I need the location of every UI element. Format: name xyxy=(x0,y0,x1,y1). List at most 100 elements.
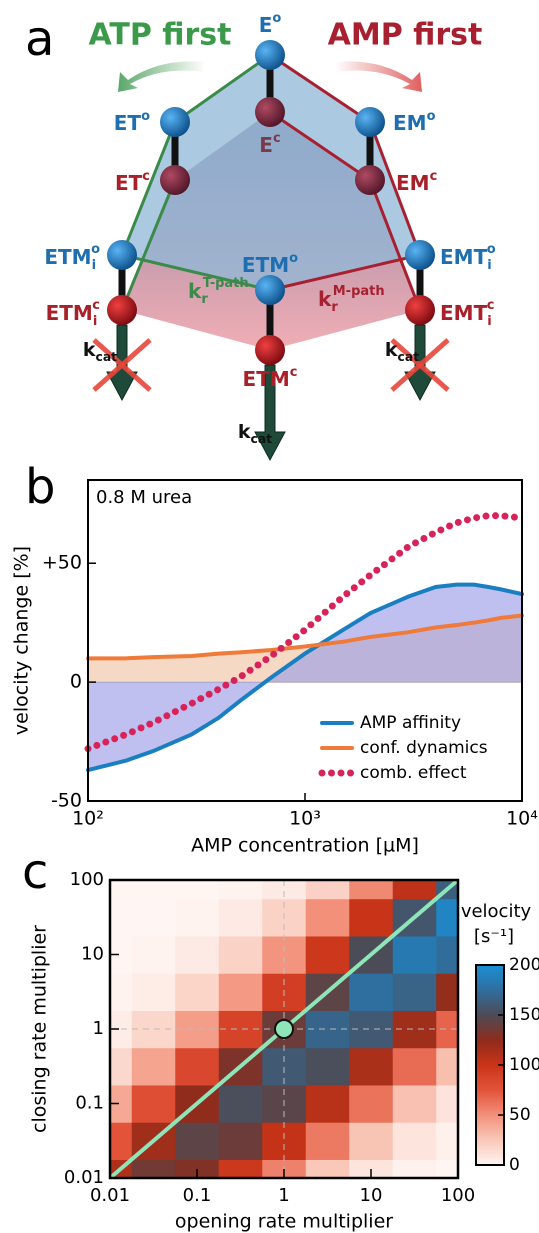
heat-cell xyxy=(175,1047,220,1086)
heat-cell xyxy=(218,1122,263,1160)
heat-cell xyxy=(305,1047,350,1086)
heat-cell xyxy=(305,1084,350,1123)
x-tick-label: 10⁴ xyxy=(506,808,538,830)
label-sup: o xyxy=(289,251,298,266)
state-node xyxy=(255,97,285,127)
label: ETMic xyxy=(46,298,100,329)
heat-cell xyxy=(218,973,263,1011)
y-tick-label: +50 xyxy=(42,552,82,574)
label-sup: c xyxy=(290,365,298,380)
kcat-arrow xyxy=(254,364,286,462)
heat-cell xyxy=(175,1122,220,1160)
label: ETMio xyxy=(44,242,100,273)
path-edge xyxy=(368,179,422,311)
y-tick-label: 100 xyxy=(70,869,104,890)
series-line xyxy=(84,512,526,753)
heading: AMP first xyxy=(328,18,483,53)
label: Ec xyxy=(259,131,280,157)
legend-label: conf. dynamics xyxy=(360,738,488,758)
label-base: EM xyxy=(393,111,427,135)
y-tick-label: 0.1 xyxy=(75,1093,104,1114)
label-base: EM xyxy=(396,171,430,195)
panel-label: a xyxy=(25,11,54,67)
heat-cell xyxy=(436,1122,458,1160)
heat-cell xyxy=(218,1084,263,1123)
panel-label: b xyxy=(25,459,55,515)
label-sup: o xyxy=(272,11,281,26)
label-sub: r xyxy=(201,292,208,307)
label-base: ETM xyxy=(243,367,290,391)
heat-cell xyxy=(349,973,394,1011)
heat-cell xyxy=(305,1122,350,1160)
label: kcat xyxy=(238,421,272,446)
label-sup: M-path xyxy=(333,284,385,299)
arrow xyxy=(335,61,422,92)
colorbar-tick-label: 200 xyxy=(509,955,539,975)
heat-cell xyxy=(349,898,394,937)
heat-cell xyxy=(392,1084,437,1123)
label-sup: o xyxy=(487,242,496,257)
x-tick-label: 1 xyxy=(278,1185,289,1206)
heat-cell xyxy=(392,1047,437,1086)
label: Eo xyxy=(259,11,282,37)
heat-cell xyxy=(218,1159,263,1178)
label-sub: r xyxy=(331,300,338,315)
path-edge xyxy=(121,253,271,292)
colorbar-tick-label: 100 xyxy=(509,1055,539,1075)
label: EMc xyxy=(396,169,437,195)
x-tick-label: 0.1 xyxy=(183,1185,212,1206)
label-base: ETM xyxy=(44,245,91,269)
label-sub: cat xyxy=(251,432,273,446)
heat-cell xyxy=(131,1084,176,1123)
heat-cell xyxy=(175,880,220,900)
heat-cell xyxy=(436,1084,458,1123)
heat-cell xyxy=(131,880,176,900)
path-edge xyxy=(269,53,371,124)
colorbar xyxy=(475,964,505,1166)
colorbar-tick-label: 0 xyxy=(509,1155,520,1175)
heat-cell xyxy=(110,898,133,937)
label-base: k xyxy=(318,287,332,311)
state-node xyxy=(160,107,190,137)
heat-cell xyxy=(262,1122,307,1160)
label: krM-path xyxy=(318,284,385,315)
label-base: k xyxy=(238,421,251,443)
label-sup: o xyxy=(91,242,100,257)
heat-cell xyxy=(392,1122,437,1160)
label-base: ET xyxy=(114,111,142,135)
heat-cell xyxy=(110,973,133,1011)
surface xyxy=(122,55,420,290)
heat-cell xyxy=(131,935,176,974)
label-sub: i xyxy=(487,258,491,273)
colorbar-tick-label: 150 xyxy=(509,1005,539,1025)
heat-cell xyxy=(305,1159,350,1178)
heat-cell xyxy=(131,973,176,1011)
label: kcat xyxy=(83,339,117,364)
heat-cell xyxy=(175,1159,220,1178)
heat-cell xyxy=(110,1122,133,1160)
y-tick-label: 0 xyxy=(70,671,82,693)
series-line xyxy=(86,582,524,773)
label-sup: o xyxy=(427,109,436,124)
state-node xyxy=(255,335,285,365)
heat-cell xyxy=(305,935,350,974)
heat-cell xyxy=(349,1084,394,1123)
label-base: EMT xyxy=(440,301,488,325)
label-sub: i xyxy=(92,258,96,273)
heat-cell xyxy=(175,898,220,937)
heat-cell xyxy=(110,1047,133,1086)
heat-cell xyxy=(436,1047,458,1086)
label-sub: cat xyxy=(96,350,118,364)
label-sub: i xyxy=(487,314,491,329)
label-base: ETM xyxy=(46,301,93,325)
heat-cell xyxy=(436,1010,458,1049)
x-axis-label: AMP concentration [µM] xyxy=(191,835,419,857)
y-axis-label: closing rate multiplier xyxy=(29,925,51,1133)
x-tick-label: 100 xyxy=(441,1185,475,1206)
series-line xyxy=(86,613,524,661)
marker xyxy=(274,1019,294,1039)
heat-cell xyxy=(349,1122,394,1160)
heat-cell xyxy=(436,1159,458,1178)
heat-cell xyxy=(392,973,437,1011)
label: EMo xyxy=(393,109,436,135)
